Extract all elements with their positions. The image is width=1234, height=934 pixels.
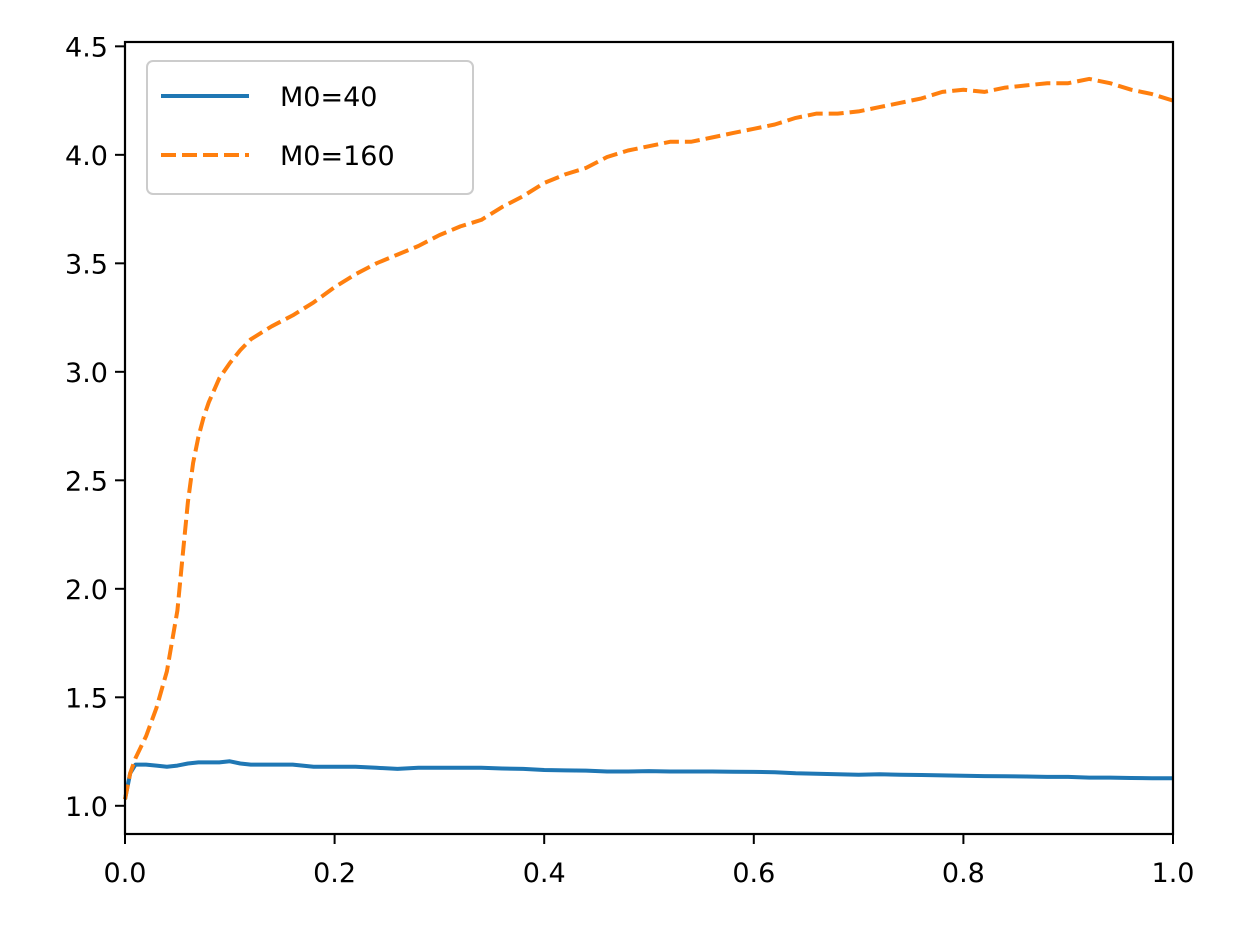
y-tick-label: 1.0 bbox=[65, 792, 108, 823]
y-tick-label: 3.5 bbox=[65, 249, 108, 280]
x-axis: 0.0 0.2 0.4 0.6 0.8 1.0 bbox=[104, 834, 1195, 889]
series-line-m0-160 bbox=[123, 76, 1174, 800]
legend: M0=40 M0=160 bbox=[146, 60, 474, 195]
legend-label-m0-160: M0=160 bbox=[280, 141, 395, 172]
x-tick-label: 0.8 bbox=[942, 858, 985, 889]
x-tick-label: 0.6 bbox=[732, 858, 775, 889]
x-tick-label: 0.0 bbox=[104, 858, 147, 889]
x-tick-label: 0.2 bbox=[313, 858, 356, 889]
axes-frame bbox=[123, 40, 1175, 836]
legend-label-m0-40: M0=40 bbox=[280, 82, 377, 113]
y-tick-label: 1.5 bbox=[65, 683, 108, 714]
y-tick-label: 4.0 bbox=[65, 141, 108, 172]
plot-lines bbox=[123, 76, 1174, 800]
y-axis: 1.0 1.5 2.0 2.5 3.0 3.5 4.0 4.5 bbox=[65, 32, 125, 823]
series-line-m0-40 bbox=[123, 759, 1173, 800]
y-tick-label: 3.0 bbox=[65, 358, 108, 389]
legend-box bbox=[146, 60, 474, 195]
x-tick-label: 0.4 bbox=[523, 858, 566, 889]
x-tick-label: 1.0 bbox=[1152, 858, 1195, 889]
y-tick-label: 2.5 bbox=[65, 466, 108, 497]
y-tick-label: 2.0 bbox=[65, 575, 108, 606]
y-tick-label: 4.5 bbox=[65, 32, 108, 63]
